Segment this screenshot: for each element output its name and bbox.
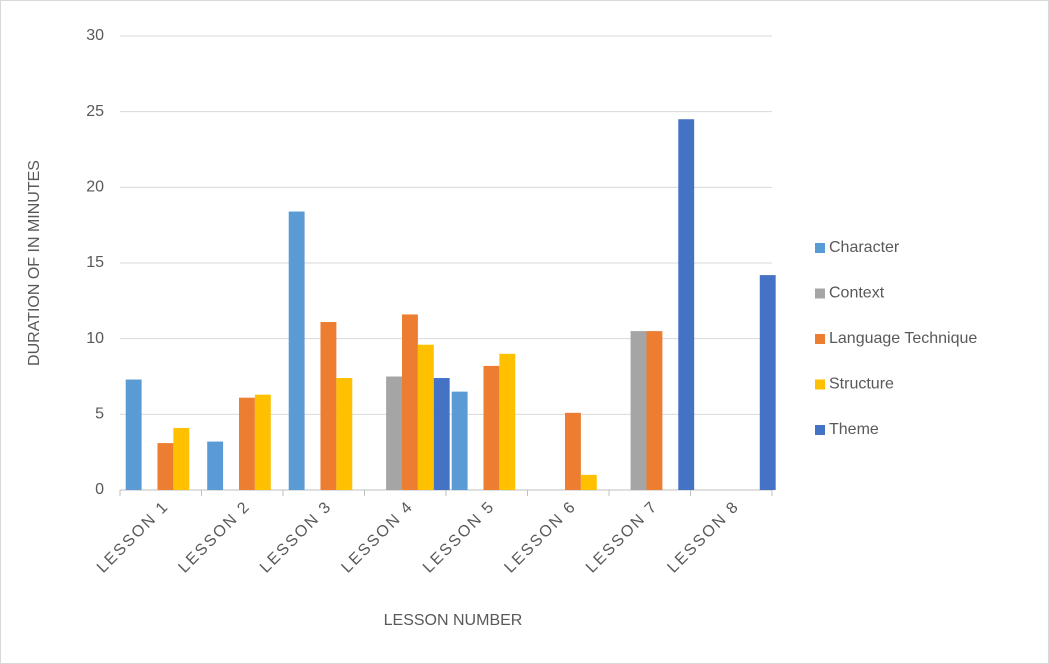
legend-swatch <box>815 379 825 390</box>
bar <box>254 394 271 490</box>
y-tick-label: 25 <box>86 103 104 120</box>
bar <box>417 344 434 490</box>
bar <box>401 314 418 490</box>
bar <box>157 443 174 490</box>
bar <box>451 391 468 490</box>
bar <box>320 322 337 490</box>
bar <box>125 379 142 490</box>
bar <box>580 474 597 490</box>
bar <box>238 397 255 490</box>
y-tick-label: 15 <box>86 254 104 271</box>
legend-swatch <box>815 334 825 344</box>
y-tick-label: 30 <box>86 27 104 44</box>
y-tick-label: 0 <box>95 481 104 498</box>
legend-swatch <box>815 288 825 299</box>
legend-label: Structure <box>829 376 894 393</box>
bar <box>288 211 305 490</box>
bar <box>646 331 663 490</box>
bar <box>433 378 450 490</box>
y-axis-title: DURATION OF IN MINUTES <box>26 160 43 366</box>
legend-swatch <box>815 425 825 435</box>
bar <box>483 365 500 490</box>
legend-label: Character <box>829 239 900 256</box>
bar <box>173 427 190 490</box>
y-tick-label: 20 <box>86 179 104 196</box>
bar <box>759 275 776 490</box>
x-axis-title: LESSON NUMBER <box>384 612 523 629</box>
y-tick-label: 5 <box>95 406 104 423</box>
bar <box>564 412 581 490</box>
bar <box>207 441 224 490</box>
y-tick-label: 10 <box>86 330 104 347</box>
bar <box>630 331 647 490</box>
legend-swatch <box>815 243 825 253</box>
bar <box>336 378 353 490</box>
legend-label: Language Technique <box>829 330 977 347</box>
bar <box>499 353 516 490</box>
legend-label: Context <box>829 285 885 302</box>
bar <box>678 119 695 490</box>
legend-label: Theme <box>829 421 879 438</box>
bar <box>386 376 402 490</box>
